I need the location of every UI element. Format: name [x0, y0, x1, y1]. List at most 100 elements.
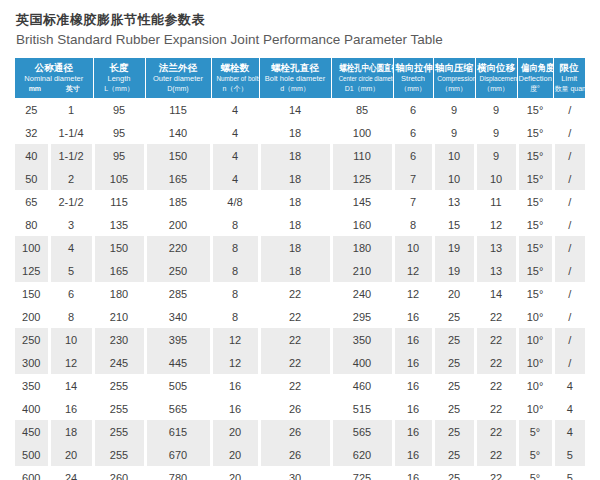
table-cell: 4 [553, 374, 585, 397]
table-cell: 350 [331, 328, 393, 351]
table-cell: 5° [517, 420, 553, 443]
table-cell: 22 [259, 282, 331, 305]
table-cell: 165 [93, 259, 145, 282]
table-cell: 250 [15, 328, 49, 351]
table-row: 125516525081821012191315°/ [15, 259, 585, 282]
table-cell: 12 [475, 213, 517, 236]
table-cell: 12 [393, 259, 433, 282]
page: 英国标准橡胶膨胀节性能参数表 British Standard Rubber E… [0, 0, 600, 480]
table-cell: 9 [475, 98, 517, 121]
header-cell: 法兰外径Outer diameterD(mm) [145, 58, 211, 98]
table-cell: 3 [49, 213, 93, 236]
table-row: 5021051654181257101015°/ [15, 167, 585, 190]
table-cell: 400 [15, 397, 49, 420]
table-cell: 11 [475, 190, 517, 213]
table-cell: 15° [517, 213, 553, 236]
table-cell: 15° [517, 282, 553, 305]
table-cell: 22 [259, 374, 331, 397]
table-cell: 25 [433, 374, 475, 397]
table-cell: 115 [93, 190, 145, 213]
table-cell: 16 [393, 420, 433, 443]
table-cell: 4 [211, 121, 259, 144]
table-cell: 115 [145, 98, 211, 121]
table-cell: 10° [517, 305, 553, 328]
table-cell: 16 [211, 397, 259, 420]
table-cell: 20 [211, 443, 259, 466]
table-cell: 15° [517, 259, 553, 282]
table-cell: 670 [145, 443, 211, 466]
table-cell: / [553, 259, 585, 282]
table-row: 100415022081818010191315°/ [15, 236, 585, 259]
table-cell: 18 [259, 144, 331, 167]
table-cell: 10 [393, 236, 433, 259]
table-cell: 1 [49, 98, 93, 121]
table-cell: 1-1/4 [49, 121, 93, 144]
table-cell: 22 [475, 374, 517, 397]
table-cell: 260 [93, 466, 145, 480]
page-title-zh: 英国标准橡胶膨胀节性能参数表 [16, 11, 600, 29]
table-cell: 255 [93, 374, 145, 397]
table-cell: / [553, 121, 585, 144]
table-cell: 615 [145, 420, 211, 443]
table-cell: 400 [331, 351, 393, 374]
table-cell: 1-1/2 [49, 144, 93, 167]
table-cell: 565 [331, 420, 393, 443]
header-cell: 螺栓孔直径Bolt hole diameterd（mm） [259, 58, 331, 98]
table-cell: 85 [331, 98, 393, 121]
table-cell: 20 [211, 420, 259, 443]
table-cell: 14 [49, 374, 93, 397]
table-cell: 18 [259, 213, 331, 236]
table-cell: 22 [475, 420, 517, 443]
table-cell: / [553, 144, 585, 167]
table-cell: 16 [393, 397, 433, 420]
table-cell: 4 [211, 144, 259, 167]
table-cell: 6 [49, 282, 93, 305]
table-cell: 7 [393, 190, 433, 213]
table-cell: 13 [475, 259, 517, 282]
table-row: 251951154148569915°/ [15, 98, 585, 121]
table-row: 321-1/49514041810069915°/ [15, 121, 585, 144]
table-cell: 340 [145, 305, 211, 328]
table-row: 150618028582224012201415°/ [15, 282, 585, 305]
table-cell: 505 [145, 374, 211, 397]
table-cell: 14 [475, 282, 517, 305]
table-cell: 8 [211, 236, 259, 259]
table-cell: 25 [433, 351, 475, 374]
table-cell: 160 [331, 213, 393, 236]
header-cell: 横向位移Displacement（mm） [475, 58, 517, 98]
table-cell: 9 [433, 98, 475, 121]
table-cell: 20 [211, 466, 259, 480]
table-cell: 4 [553, 420, 585, 443]
table-cell: 22 [475, 443, 517, 466]
table-cell: 15° [517, 167, 553, 190]
table-cell: 15° [517, 190, 553, 213]
table-cell: 80 [15, 213, 49, 236]
table-cell: 8 [393, 213, 433, 236]
table-cell: 6 [393, 98, 433, 121]
table-cell: 150 [145, 144, 211, 167]
table-cell: / [553, 213, 585, 236]
title-block: 英国标准橡胶膨胀节性能参数表 British Standard Rubber E… [0, 0, 600, 47]
table-cell: 180 [331, 236, 393, 259]
table-cell: 22 [259, 328, 331, 351]
table-cell: 5 [553, 443, 585, 466]
table-cell: 515 [331, 397, 393, 420]
table-cell: 12 [49, 351, 93, 374]
table-cell: 395 [145, 328, 211, 351]
table-cell: 9 [475, 144, 517, 167]
table-cell: 4 [211, 167, 259, 190]
table-cell: 25 [433, 466, 475, 480]
table-row: 25010230395122235016252210°/ [15, 328, 585, 351]
table-cell: 6 [393, 121, 433, 144]
table-cell: 230 [93, 328, 145, 351]
table-cell: 30 [259, 466, 331, 480]
table-cell: 150 [15, 282, 49, 305]
table-cell: 140 [145, 121, 211, 144]
table-cell: 100 [15, 236, 49, 259]
table-cell: 12 [393, 282, 433, 305]
table-cell: 25 [15, 98, 49, 121]
table-cell: 25 [433, 397, 475, 420]
table-cell: 15° [517, 236, 553, 259]
header-cell-nominal-diameter: 公称通径Nominal diametermm英寸 [15, 58, 93, 98]
table-row: 6002426078020307251625225°5 [15, 466, 585, 480]
